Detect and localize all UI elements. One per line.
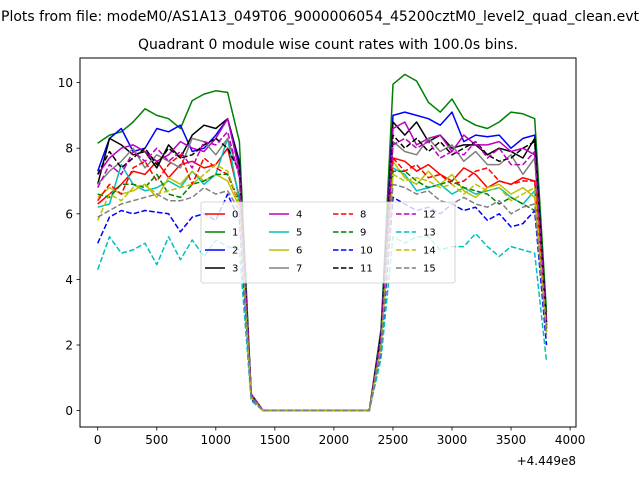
legend-label-7: 7 — [296, 264, 302, 275]
y-tick-label: 10 — [58, 76, 73, 90]
x-tick-label: 3500 — [496, 433, 527, 447]
legend-label-9: 9 — [360, 228, 366, 239]
legend-label-3: 3 — [232, 264, 238, 275]
plot-area — [96, 73, 548, 412]
legend-label-12: 12 — [423, 210, 436, 221]
y-tick-label: 8 — [65, 142, 73, 156]
x-tick-label: 2500 — [378, 433, 409, 447]
legend-label-5: 5 — [296, 228, 302, 239]
x-tick-label: 500 — [145, 433, 168, 447]
x-tick-label: 1500 — [260, 433, 291, 447]
x-tick-label: 2000 — [319, 433, 350, 447]
series-line-8 — [97, 154, 548, 412]
series-line-9 — [97, 170, 548, 412]
legend-label-10: 10 — [360, 246, 373, 257]
legend-label-6: 6 — [296, 246, 302, 257]
y-tick-label: 4 — [65, 273, 73, 287]
legend-label-14: 14 — [423, 246, 436, 257]
legend-label-0: 0 — [232, 210, 238, 221]
y-tick-label: 0 — [65, 404, 73, 418]
y-tick-label: 6 — [65, 207, 73, 221]
axes-frame — [79, 57, 577, 428]
series-line-14 — [97, 163, 548, 412]
x-tick-label: 1000 — [201, 433, 232, 447]
chart-title: Quadrant 0 module wise count rates with … — [138, 37, 518, 53]
legend-label-1: 1 — [232, 228, 238, 239]
figure-suptitle: Plots from file: modeM0/AS1A13_049T06_90… — [1, 9, 639, 25]
legend-label-8: 8 — [360, 210, 366, 221]
x-tick-label: 0 — [94, 433, 102, 447]
legend-label-2: 2 — [232, 246, 238, 257]
legend-label-11: 11 — [360, 264, 373, 275]
series-line-15 — [97, 183, 548, 412]
legend-label-13: 13 — [423, 228, 436, 239]
legend-label-15: 15 — [423, 264, 436, 275]
x-tick-label: 4000 — [555, 433, 586, 447]
legend-box — [200, 201, 456, 284]
legend-label-4: 4 — [296, 210, 302, 221]
x-tick-label: 3000 — [437, 433, 468, 447]
y-tick-label: 2 — [65, 339, 73, 353]
x-offset-label: +4.449e8 — [517, 454, 576, 468]
